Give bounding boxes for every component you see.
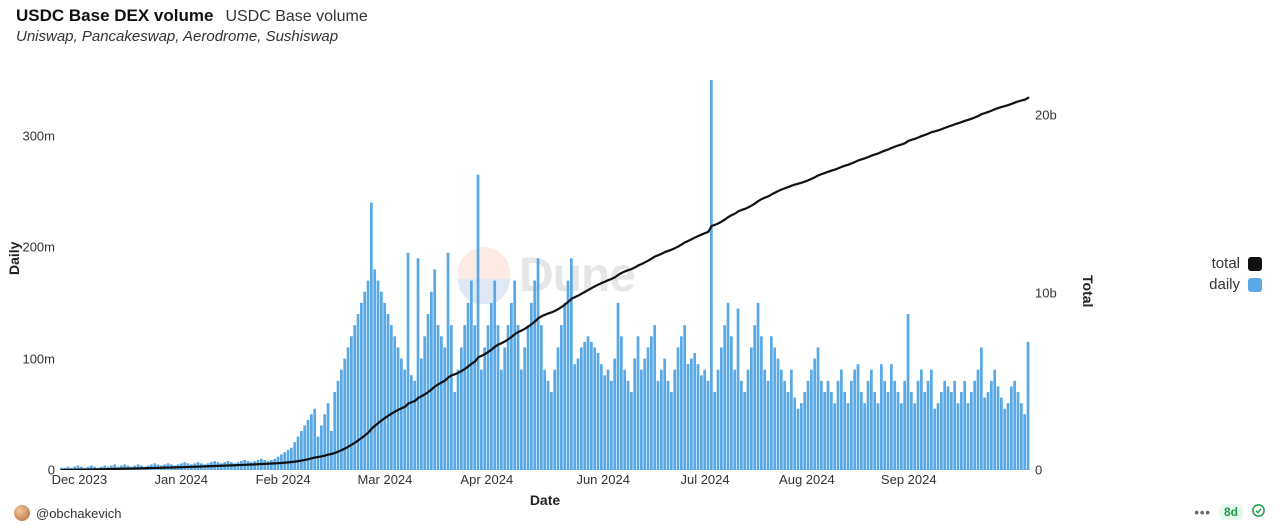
y-right-tick: 10b — [1035, 286, 1085, 299]
author-handle: @obchakevich — [36, 506, 121, 521]
legend-item[interactable]: daily — [1209, 276, 1262, 293]
y-left-tick: 100m — [0, 352, 55, 365]
y-right-tick: 20b — [1035, 109, 1085, 122]
y-right-axis-label: Total — [1080, 275, 1096, 307]
x-axis-ticks: Dec 2023Jan 2024Feb 2024Mar 2024Apr 2024… — [60, 472, 1030, 490]
legend-swatch — [1248, 257, 1262, 271]
x-tick: Aug 2024 — [779, 472, 835, 487]
x-tick: Sep 2024 — [881, 472, 937, 487]
chart-subtitle: Uniswap, Pancakeswap, Aerodrome, Sushisw… — [16, 28, 368, 45]
age-badge: 8d — [1219, 504, 1243, 520]
x-tick: Mar 2024 — [357, 472, 412, 487]
author-footer[interactable]: @obchakevich — [14, 505, 121, 521]
legend-swatch — [1248, 278, 1262, 292]
plot-area: Dune — [60, 80, 1030, 470]
y-left-tick: 0 — [0, 464, 55, 477]
chart-title: USDC Base DEX volume — [16, 6, 213, 26]
verified-check-icon — [1251, 503, 1266, 521]
chart-widget: USDC Base DEX volume USDC Base volume Un… — [0, 0, 1280, 525]
y-right-axis-ticks: 010b20b — [1035, 80, 1085, 470]
y-left-axis-label: Daily — [6, 242, 22, 275]
x-tick: Apr 2024 — [460, 472, 513, 487]
avatar-icon — [14, 505, 30, 521]
x-tick: Jun 2024 — [576, 472, 630, 487]
footer-right: ••• 8d — [1194, 503, 1266, 521]
legend-label: daily — [1209, 276, 1240, 293]
legend-item[interactable]: total — [1209, 255, 1262, 272]
chart-tab-title: USDC Base volume — [225, 8, 367, 26]
y-left-axis-ticks: 0100m200m300m — [0, 80, 55, 470]
legend: total daily — [1209, 255, 1262, 297]
x-tick: Jul 2024 — [680, 472, 729, 487]
y-right-tick: 0 — [1035, 464, 1085, 477]
more-menu-icon[interactable]: ••• — [1194, 505, 1211, 520]
y-left-tick: 300m — [0, 129, 55, 142]
x-tick: Jan 2024 — [155, 472, 209, 487]
chart-header: USDC Base DEX volume USDC Base volume Un… — [16, 6, 368, 45]
chart-svg — [60, 80, 1030, 470]
x-axis-label: Date — [60, 492, 1030, 508]
x-tick: Feb 2024 — [256, 472, 311, 487]
x-tick: Dec 2023 — [52, 472, 108, 487]
legend-label: total — [1212, 255, 1240, 272]
